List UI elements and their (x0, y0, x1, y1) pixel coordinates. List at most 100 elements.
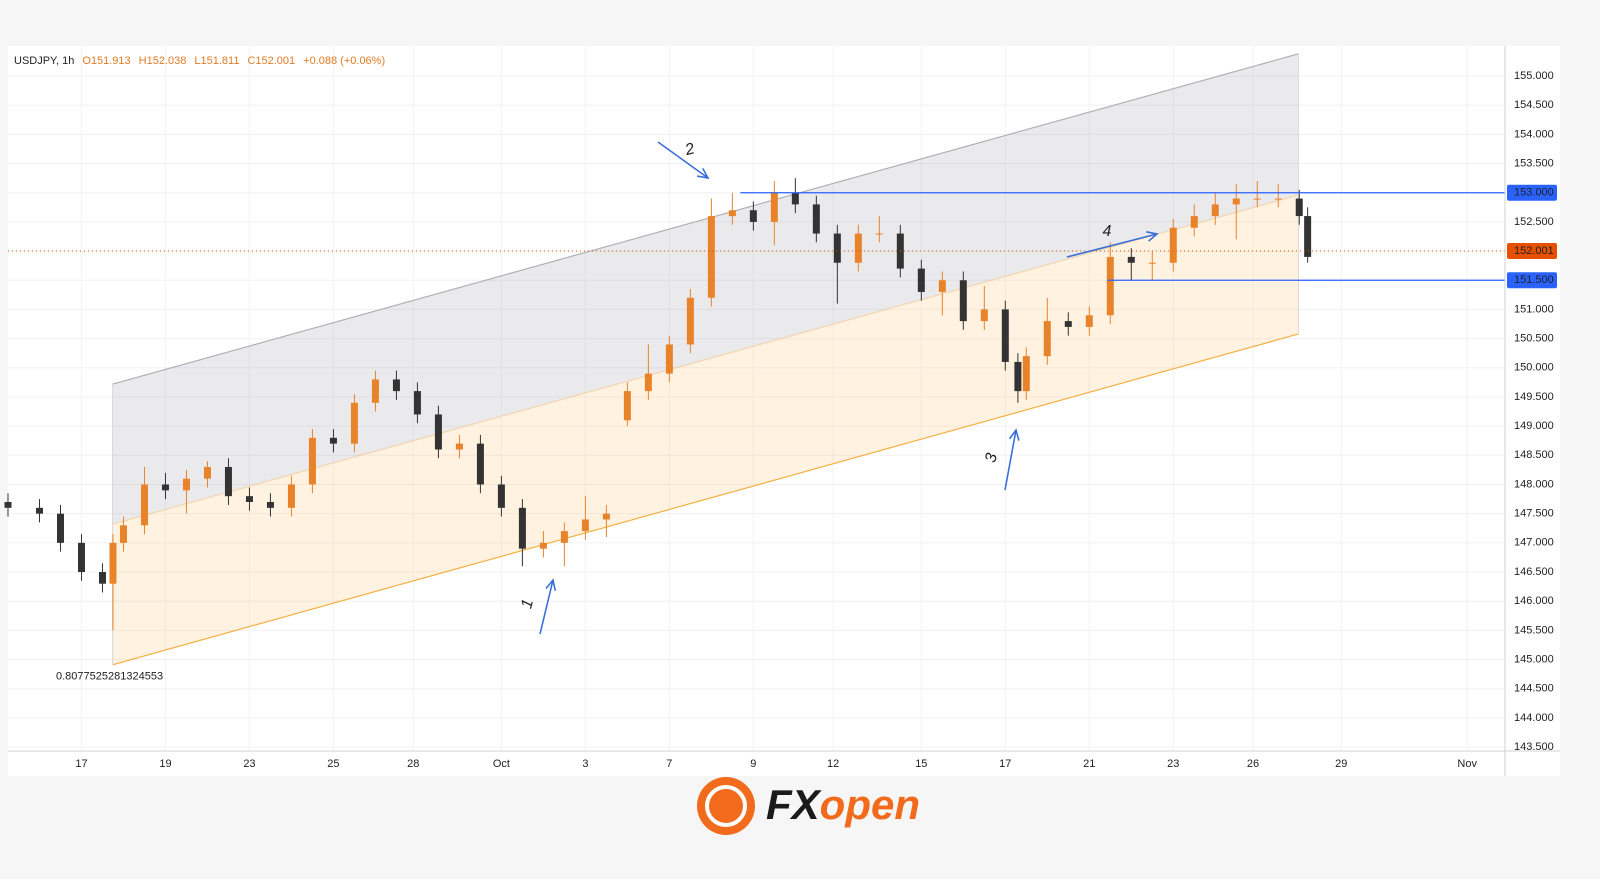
level-tag (1507, 272, 1557, 289)
candle-body (1169, 227, 1177, 263)
candle-body (161, 484, 169, 491)
symbol: USDJPY, 1h (14, 55, 74, 67)
ohlc-change: +0.088 (+0.06%) (303, 55, 385, 67)
candle-body (1211, 204, 1219, 217)
level-tag-label: 153.000 (1514, 187, 1554, 199)
last-price-tag (1507, 243, 1557, 260)
annotation-arrow-head (697, 167, 710, 180)
y-tick-label: 144.500 (1514, 683, 1554, 695)
candle-body (1253, 198, 1261, 200)
candle-body (1148, 262, 1156, 264)
candle-body (1022, 356, 1030, 392)
candle-body (770, 192, 778, 222)
annotation-arrow-head (1008, 428, 1020, 441)
candle-body (980, 309, 988, 322)
y-tick-label: 154.000 (1514, 128, 1554, 140)
ohlc-low: L151.811 (194, 55, 239, 67)
x-tick-label: Nov (1457, 758, 1477, 770)
annotation-arrow (1066, 233, 1158, 258)
y-tick-label: 147.500 (1514, 508, 1554, 520)
candle-body (434, 414, 442, 450)
y-tick-label: 151.000 (1514, 303, 1554, 315)
brand-accent: open (820, 781, 920, 828)
annotation-arrow (1004, 429, 1017, 491)
y-tick-label: 154.500 (1514, 99, 1554, 111)
y-tick-label: 145.500 (1514, 624, 1554, 636)
candle-body (1085, 315, 1093, 327)
last-price-label: 152.001 (1514, 245, 1554, 257)
candle-body (1274, 198, 1282, 200)
logo-icon-detail (705, 785, 747, 827)
legend-header: USDJPY, 1h O151.913 H152.038 L151.811 C152.0… (14, 55, 385, 67)
candle-body (109, 542, 117, 584)
candle-body (602, 513, 610, 520)
y-tick-label: 153.500 (1514, 157, 1554, 169)
brand-mark: FX (766, 781, 823, 828)
chart-panel (8, 46, 1560, 776)
ohlc-close: C152.001 (247, 55, 295, 67)
candle-body (1232, 198, 1240, 205)
candle-body (4, 501, 12, 508)
x-tick-label: 28 (407, 758, 419, 770)
candle-body (1106, 256, 1114, 316)
y-tick-label: 144.000 (1514, 712, 1554, 724)
x-tick-label: 23 (243, 758, 255, 770)
y-tick-label: 152.500 (1514, 216, 1554, 228)
brand-logo: FXopen (697, 777, 920, 835)
x-tick-label: 7 (666, 758, 672, 770)
level-tag (1507, 184, 1557, 201)
candle-body (728, 210, 736, 217)
candle-body (1001, 309, 1009, 362)
annotation-arrow-head (1146, 231, 1159, 242)
candle-body (455, 443, 463, 450)
candle-body (287, 484, 295, 508)
candle-body (1190, 216, 1198, 228)
annotation-arrow (539, 579, 554, 635)
x-tick-label: 9 (750, 758, 756, 770)
channel-upper-zone (112, 53, 1299, 525)
candle-body (77, 542, 85, 573)
candle-body (644, 373, 652, 392)
candle-body (518, 507, 526, 549)
channel-label: 0.8077525281324553 (56, 671, 163, 683)
candle-body (854, 233, 862, 263)
candle-body (308, 437, 316, 485)
candle-body (623, 391, 631, 421)
candle-body (413, 391, 421, 415)
y-tick-label: 145.000 (1514, 653, 1554, 665)
candle-body (266, 501, 274, 508)
candle-body (1014, 361, 1022, 392)
candle-body (203, 466, 211, 479)
annotation-label: 3 (982, 451, 1001, 464)
candle-body (707, 216, 715, 298)
y-tick-label: 147.000 (1514, 537, 1554, 549)
candle-body (791, 192, 799, 205)
y-tick-label: 146.500 (1514, 566, 1554, 578)
overlay-layer: 1 2 3 4 (8, 140, 1505, 635)
x-tick-label: 19 (159, 758, 171, 770)
channel-lower-line (112, 333, 1299, 666)
x-tick-label: 17 (999, 758, 1011, 770)
y-tick-label: 143.500 (1514, 741, 1554, 753)
x-tick-label: 25 (327, 758, 339, 770)
x-tick-label: 26 (1247, 758, 1259, 770)
candle-body (1304, 216, 1312, 257)
candle-body (1127, 256, 1135, 263)
candle-body (98, 572, 106, 584)
y-tick-label: 146.000 (1514, 595, 1554, 607)
candle-body (371, 379, 379, 403)
brand-text: FXopen (766, 781, 920, 828)
x-tick-label: 29 (1335, 758, 1347, 770)
candle-body (917, 268, 925, 292)
ohlc-high: H152.038 (139, 55, 187, 67)
candle-body (119, 525, 127, 543)
y-tick-label: 149.000 (1514, 420, 1554, 432)
annotation-arrow (657, 141, 709, 179)
y-tick-label: 149.500 (1514, 391, 1554, 403)
candle-body (245, 496, 253, 502)
x-tick-label: 12 (827, 758, 839, 770)
x-tick-label: 15 (915, 758, 927, 770)
candle-body (539, 542, 547, 549)
candle-body (875, 233, 883, 235)
